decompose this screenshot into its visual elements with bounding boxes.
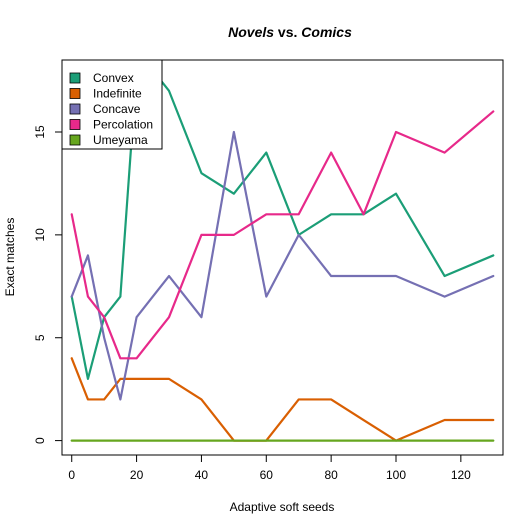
x-axis: 0 20 40 60 80 100 120	[68, 454, 471, 482]
legend-swatch-percolation	[69, 119, 81, 130]
chart-title: Novels vs. Comics	[228, 24, 352, 40]
legend-label-convex: Convex	[93, 71, 134, 85]
y-tick-label: 0	[33, 437, 47, 444]
x-tick-label: 0	[68, 468, 75, 482]
legend-label-indefinite: Indefinite	[93, 87, 142, 101]
x-tick-label: 100	[386, 468, 406, 482]
y-tick-label: 5	[33, 334, 47, 341]
legend-label-umeyama: Umeyama	[93, 133, 148, 147]
series-line-convex	[70, 69, 495, 380]
x-tick-label: 120	[451, 468, 471, 482]
x-tick-label: 80	[324, 468, 338, 482]
y-axis-title: Exact matches	[3, 218, 17, 297]
legend-swatch-convex	[69, 72, 81, 84]
legend-swatch-concave	[69, 103, 81, 115]
chart-title-part2: vs.	[274, 24, 301, 40]
legend-label-percolation: Percolation	[93, 118, 153, 132]
y-tick-label: 10	[33, 228, 47, 242]
series-line-concave	[70, 130, 495, 401]
series-line-percolation	[70, 110, 495, 360]
x-tick-label: 60	[260, 468, 274, 482]
series-line-indefinite	[70, 357, 495, 442]
chart-title-part3: Comics	[301, 24, 352, 40]
series-lines	[70, 69, 495, 442]
x-tick-label: 20	[130, 468, 144, 482]
chart-title-part1: Novels	[228, 24, 274, 40]
legend-label-concave: Concave	[93, 102, 141, 116]
x-axis-title: Adaptive soft seeds	[230, 500, 335, 514]
y-tick-label: 15	[33, 125, 47, 139]
legend-swatch-indefinite	[69, 88, 81, 99]
x-tick-label: 40	[195, 468, 209, 482]
y-axis: 0 5 10 15	[33, 125, 63, 444]
legend-swatch-umeyama	[69, 134, 81, 146]
